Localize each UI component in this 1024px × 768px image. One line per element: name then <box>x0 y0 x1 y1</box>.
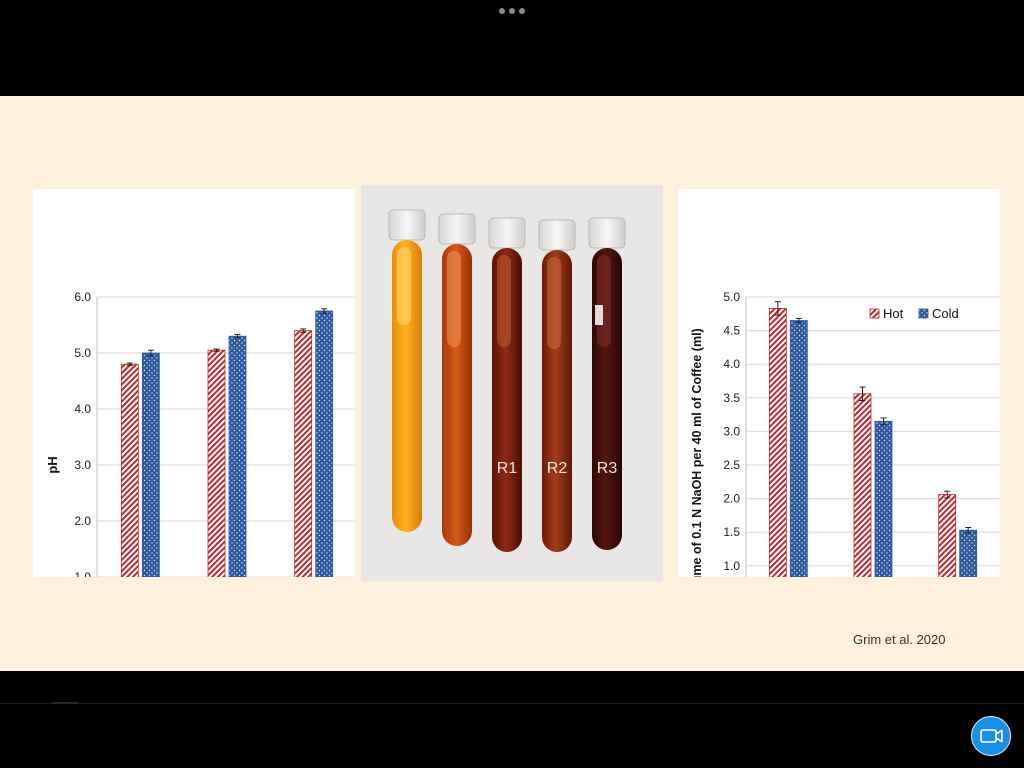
ph-bar-hot-r1 <box>120 363 139 634</box>
divider <box>0 703 1024 704</box>
ph-bar-chart: 0.01.02.03.04.05.06.0R1R2R3pH <box>45 290 357 661</box>
coffee-tubes-photo: R1 R2 R3 <box>361 185 663 581</box>
naoh-bar-cold-r3 <box>959 529 978 634</box>
test-tubes-illustration: R1 R2 R3 <box>388 209 626 552</box>
naoh-volume-bar-chart: 0.00.51.01.52.02.53.03.54.04.55.0R1R2R3V… <box>690 290 1000 661</box>
naoh-y-axis-label: Volume of 0.1 N NaOH per 40 ml of Coffee… <box>690 328 704 577</box>
tube-label-r2: R2 <box>547 460 568 477</box>
naoh-ytick-label: 3.5 <box>723 391 740 405</box>
test-tube-r2 <box>538 219 576 552</box>
test-tube-1 <box>388 209 426 532</box>
naoh-bar-hot-r1 <box>768 308 787 634</box>
naoh-ytick-label: 3.0 <box>723 424 740 438</box>
naoh-volume-chart-panel: 0.00.51.01.52.02.53.03.54.04.55.0R1R2R3V… <box>678 189 1000 661</box>
test-tube-r1 <box>488 217 526 552</box>
naoh-ytick-label: 2.5 <box>723 458 740 472</box>
naoh-legend-swatch-hot <box>869 308 880 319</box>
naoh-bar-hot-r2 <box>853 393 872 634</box>
ph-ytick-label: 3.0 <box>74 458 91 472</box>
naoh-legend-label-hot: Hot <box>883 306 904 321</box>
ph-ytick-label: 6.0 <box>74 290 91 304</box>
ph-bar-cold-r3 <box>315 310 334 634</box>
ph-y-axis-label: pH <box>45 456 60 473</box>
ph-ytick-label: 5.0 <box>74 346 91 360</box>
naoh-ytick-label: 1.5 <box>723 525 740 539</box>
ph-ytick-label: 1.0 <box>74 570 91 577</box>
naoh-legend-swatch-cold <box>918 308 929 319</box>
naoh-bar-cold-r1 <box>789 320 808 634</box>
ph-bar-hot-r2 <box>207 349 226 634</box>
test-tube-2 <box>438 213 476 546</box>
tube-label-r3: R3 <box>597 460 618 477</box>
naoh-bar-cold-r2 <box>874 420 893 634</box>
citation: Grim et al. 2020 <box>853 632 946 647</box>
video-camera-icon <box>980 729 1003 743</box>
more-dots-icon[interactable] <box>499 8 525 16</box>
test-tube-r3 <box>588 217 626 550</box>
naoh-ytick-label: 4.5 <box>723 324 740 338</box>
naoh-ytick-label: 4.0 <box>723 357 740 371</box>
ph-bar-cold-r2 <box>228 335 247 634</box>
bottom-bar <box>0 671 1024 768</box>
ph-ytick-label: 4.0 <box>74 402 91 416</box>
ph-bar-cold-r1 <box>141 352 160 634</box>
slide: 0.01.02.03.04.05.06.0R1R2R3pH <box>0 96 1024 671</box>
scroll-indicator <box>52 702 78 704</box>
ph-ytick-label: 2.0 <box>74 514 91 528</box>
naoh-bar-hot-r3 <box>938 494 957 634</box>
naoh-ytick-label: 5.0 <box>723 290 740 304</box>
ph-bar-hot-r3 <box>294 330 313 634</box>
naoh-ytick-label: 2.0 <box>723 492 740 506</box>
tube-label-r1: R1 <box>497 460 518 477</box>
ph-chart-panel: 0.01.02.03.04.05.06.0R1R2R3pH <box>33 189 357 661</box>
naoh-legend-label-cold: Cold <box>932 306 959 321</box>
video-button[interactable] <box>971 716 1011 756</box>
naoh-ytick-label: 1.0 <box>723 559 740 573</box>
